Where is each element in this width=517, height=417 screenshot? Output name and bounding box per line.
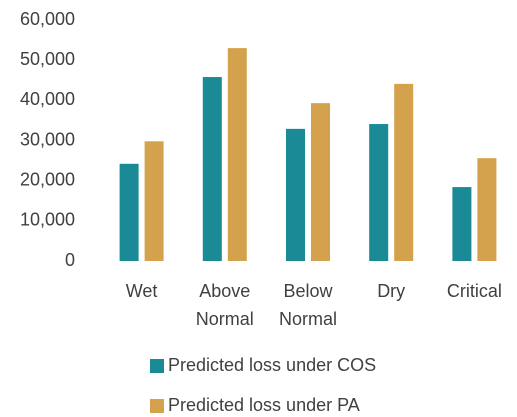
legend-label: Predicted loss under PA: [168, 395, 360, 415]
bar: [452, 187, 472, 261]
bar: [286, 128, 305, 261]
bar: [311, 103, 330, 262]
x-tick-label: Wet: [126, 281, 158, 301]
bar: [227, 48, 247, 261]
bar: [369, 124, 389, 261]
bar: [202, 77, 222, 261]
y-tick-label: 10,000: [20, 210, 75, 230]
y-tick-label: 60,000: [20, 9, 75, 29]
legend-label: Predicted loss under COS: [168, 355, 376, 375]
x-tick-label: Above Normal: [196, 281, 254, 329]
legend-swatch: [150, 399, 164, 413]
bar: [119, 163, 139, 261]
bar: [144, 141, 164, 261]
y-tick-label: 40,000: [20, 89, 75, 109]
legend-swatch: [150, 359, 164, 373]
x-tick-label: Below Normal: [279, 281, 337, 329]
y-tick-label: 30,000: [20, 129, 75, 149]
y-tick-label: 0: [65, 250, 75, 270]
y-tick-label: 20,000: [20, 169, 75, 189]
y-tick-label: 50,000: [20, 49, 75, 69]
x-tick-label: Critical: [447, 281, 502, 301]
x-tick-label: Dry: [377, 281, 405, 301]
bar: [394, 83, 414, 262]
bar: [477, 158, 497, 261]
